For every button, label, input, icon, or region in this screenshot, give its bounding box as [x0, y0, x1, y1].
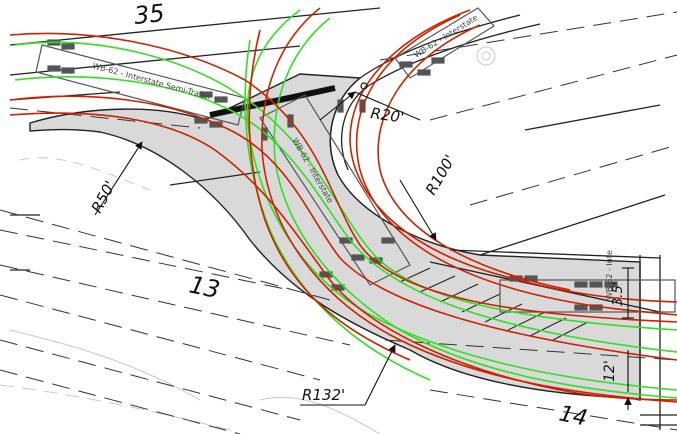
station-labels: 35 13 14 [133, 0, 590, 432]
width-label-lower: 12' [602, 360, 618, 382]
dimension-labels: 3.5' 12' [602, 282, 626, 382]
radius-label-r100: R100' [422, 152, 459, 198]
radius-label-r50: R50' [88, 178, 120, 216]
control-point-marker [360, 82, 368, 90]
vehicle-label-right: WB-62 - Inte [605, 250, 614, 300]
radius-label-r20: R20' [369, 104, 405, 127]
vehicle-right [499, 275, 676, 313]
radius-leaders [94, 91, 634, 410]
vehicle-label-left: WB-62 - Interstate Semi-Trailer [91, 61, 213, 102]
station-top-number: 35 [133, 0, 166, 30]
station-left-number: 13 [187, 270, 223, 304]
width-label-upper: 3.5' [611, 282, 626, 306]
station-bottom-number: 14 [557, 401, 590, 431]
radius-label-r132: R132' [302, 386, 345, 404]
vehicle-outlines [35, 7, 676, 313]
swept-path-red [9, 7, 677, 403]
